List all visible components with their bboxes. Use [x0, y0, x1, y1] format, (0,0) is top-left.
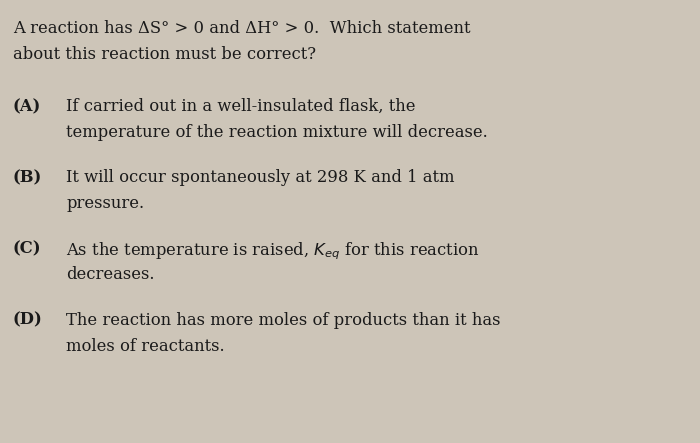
Text: about this reaction must be correct?: about this reaction must be correct? — [13, 46, 316, 62]
Text: (A): (A) — [13, 98, 41, 115]
Text: As the temperature is raised, $K_{eq}$ for this reaction: As the temperature is raised, $K_{eq}$ f… — [66, 241, 480, 262]
Text: A reaction has ΔS° > 0 and ΔH° > 0.  Which statement: A reaction has ΔS° > 0 and ΔH° > 0. Whic… — [13, 20, 470, 37]
Text: If carried out in a well-insulated flask, the: If carried out in a well-insulated flask… — [66, 98, 416, 115]
Text: The reaction has more moles of products than it has: The reaction has more moles of products … — [66, 312, 501, 329]
Text: (C): (C) — [13, 241, 41, 257]
Text: decreases.: decreases. — [66, 266, 155, 283]
Text: (D): (D) — [13, 312, 43, 329]
Text: moles of reactants.: moles of reactants. — [66, 338, 225, 354]
Text: (B): (B) — [13, 169, 42, 186]
Text: pressure.: pressure. — [66, 195, 145, 212]
Text: It will occur spontaneously at 298 K and 1 atm: It will occur spontaneously at 298 K and… — [66, 169, 455, 186]
Text: temperature of the reaction mixture will decrease.: temperature of the reaction mixture will… — [66, 124, 489, 140]
